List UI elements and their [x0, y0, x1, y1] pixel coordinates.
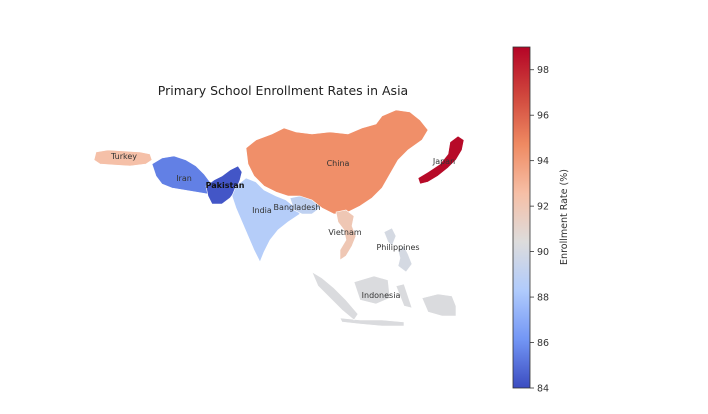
- label-turkey: Turkey: [110, 152, 137, 161]
- country-philippines: [383, 227, 413, 273]
- country-china: [245, 109, 429, 215]
- colorbar-tick-label: 88: [537, 293, 549, 304]
- colorbar-tick-label: 86: [537, 338, 549, 349]
- colorbar-ticks: 84 86 88 90 92 94 96 98: [530, 65, 549, 395]
- label-india: India: [252, 206, 272, 215]
- colorbar: [512, 46, 531, 389]
- country-vietnam: [335, 209, 357, 261]
- label-philippines: Philippines: [376, 243, 419, 252]
- colorbar-tick-label: 98: [537, 65, 549, 76]
- label-vietnam: Vietnam: [328, 228, 362, 237]
- label-japan: Japan: [432, 157, 455, 166]
- label-indonesia: Indonesia: [362, 291, 401, 300]
- colorbar-tick-label: 94: [537, 156, 549, 167]
- colorbar-tick-label: 90: [537, 247, 549, 258]
- map-title: Primary School Enrollment Rates in Asia: [158, 83, 408, 98]
- label-bangladesh: Bangladesh: [274, 203, 321, 212]
- label-iran: Iran: [176, 174, 192, 183]
- country-turkey: [93, 149, 153, 167]
- colorbar-tick-label: 84: [537, 384, 549, 395]
- country-indonesia: [311, 271, 457, 327]
- label-china: China: [327, 159, 350, 168]
- colorbar-tick-label: 96: [537, 111, 549, 122]
- country-pakistan: [205, 165, 243, 205]
- country-japan: [417, 135, 465, 185]
- colorbar-label: Enrollment Rate (%): [559, 169, 570, 265]
- country-india: [231, 177, 301, 263]
- colorbar-tick-label: 92: [537, 202, 549, 213]
- label-pakistan: Pakistan: [206, 181, 245, 190]
